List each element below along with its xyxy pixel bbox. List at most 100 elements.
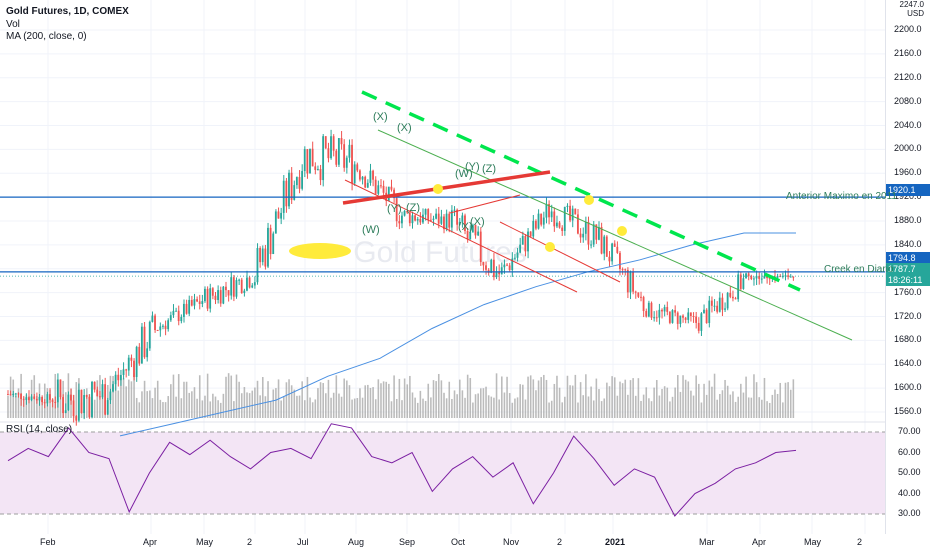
volume-bar [41,400,43,418]
candle-body [739,274,742,289]
candle-body [571,208,574,221]
candle-body [716,305,719,312]
candle-body [464,215,466,231]
candle-body [737,274,740,300]
volume-bar [592,400,595,418]
candle-body [335,150,338,165]
wave-label-x4: (X) [470,216,485,228]
volume-bar [619,381,621,418]
price-axis[interactable]: 2247.0 USD 2200.0 2160.0 2120.0 2080.0 2040.… [885,0,932,422]
date-tick-label: Oct [451,537,466,547]
candle-body [188,299,191,314]
candle-body [710,300,713,306]
candle-body [721,297,724,310]
price-tick-label: 2160.0 [894,47,922,58]
candle-body [540,213,543,225]
candle-body [379,185,382,187]
candle-body [201,301,204,304]
candle-body [209,288,212,309]
rsi-axis[interactable]: 70.00 60.00 50.00 40.00 30.00 [885,422,932,534]
candle-body [193,299,196,306]
volume-bar [151,398,154,418]
candle-body [516,252,519,258]
volume-bar [327,379,330,418]
candle-body [122,369,125,375]
volume-bar [448,381,451,418]
candle-body [682,315,684,318]
price-tick-label: 1920.0 [894,191,922,202]
candle-body [708,300,711,323]
candle-body [33,396,36,399]
candle-body [745,273,747,279]
volume-bar [653,387,655,418]
volume-bar [204,395,206,418]
candle-body [217,290,219,300]
price-tick-label: 2120.0 [894,71,922,82]
volume-bar [587,396,590,418]
candle-body [792,276,795,278]
volume-bar [758,397,761,418]
volume-bar [687,381,690,418]
candle-body [332,136,335,151]
candle-body [524,236,527,252]
thick-red-line [342,170,551,205]
volume-bar [435,381,437,418]
volume-bar [482,388,485,418]
candle-body [322,136,325,181]
candle-body [456,209,458,225]
candle-body [340,138,343,145]
candle-body [167,320,170,330]
candle-body [411,215,414,224]
volume-bar [608,386,611,418]
volume-bar [776,393,779,418]
volume-bar [658,395,661,418]
candle-body [676,312,679,324]
chart-canvas[interactable]: Gold Futures [0,0,886,534]
volume-bar [545,379,548,418]
candle-body [104,384,107,415]
volume-bar [603,398,606,418]
volume-bar [246,392,248,418]
volume-bar [514,398,516,418]
volume-bar [682,375,684,418]
candle-body [503,264,506,268]
volume-bar [372,387,374,418]
candle-body [83,395,86,414]
candle-body [632,272,634,292]
rsi-tick-label: 70.00 [898,426,921,436]
volume-bar [761,399,763,418]
candle-body [38,396,41,401]
candle-body [776,276,779,278]
volume-bar [296,395,298,418]
volume-bar [579,382,582,418]
price-tick-label: 2000.0 [894,143,922,154]
candle-body [611,243,613,262]
candle-body [574,208,577,215]
volume-bar [314,399,317,418]
candle-body [629,272,632,293]
volume-bar [196,398,198,418]
volume-bar [634,395,637,418]
volume-bars [7,373,795,418]
candle-body [46,394,49,404]
volume-bar [416,402,419,418]
candle-body [316,168,319,170]
volume-bar [17,388,20,418]
candle-body [119,374,122,381]
candle-body [561,227,564,231]
candle-body [22,399,25,401]
drawing-overlays[interactable] [0,90,886,437]
volume-bar [726,385,729,418]
volume-bar [301,381,303,418]
volume-bar [261,377,264,418]
volume-bar [96,380,99,418]
volume-legend: Vol [6,19,20,30]
volume-bar [206,373,209,418]
volume-bar [782,402,784,418]
volume-bar [700,402,703,418]
candle-body [477,231,480,236]
volume-bar [93,399,96,418]
wave-label-z2: (Z) [482,163,497,175]
volume-bar [627,394,629,418]
